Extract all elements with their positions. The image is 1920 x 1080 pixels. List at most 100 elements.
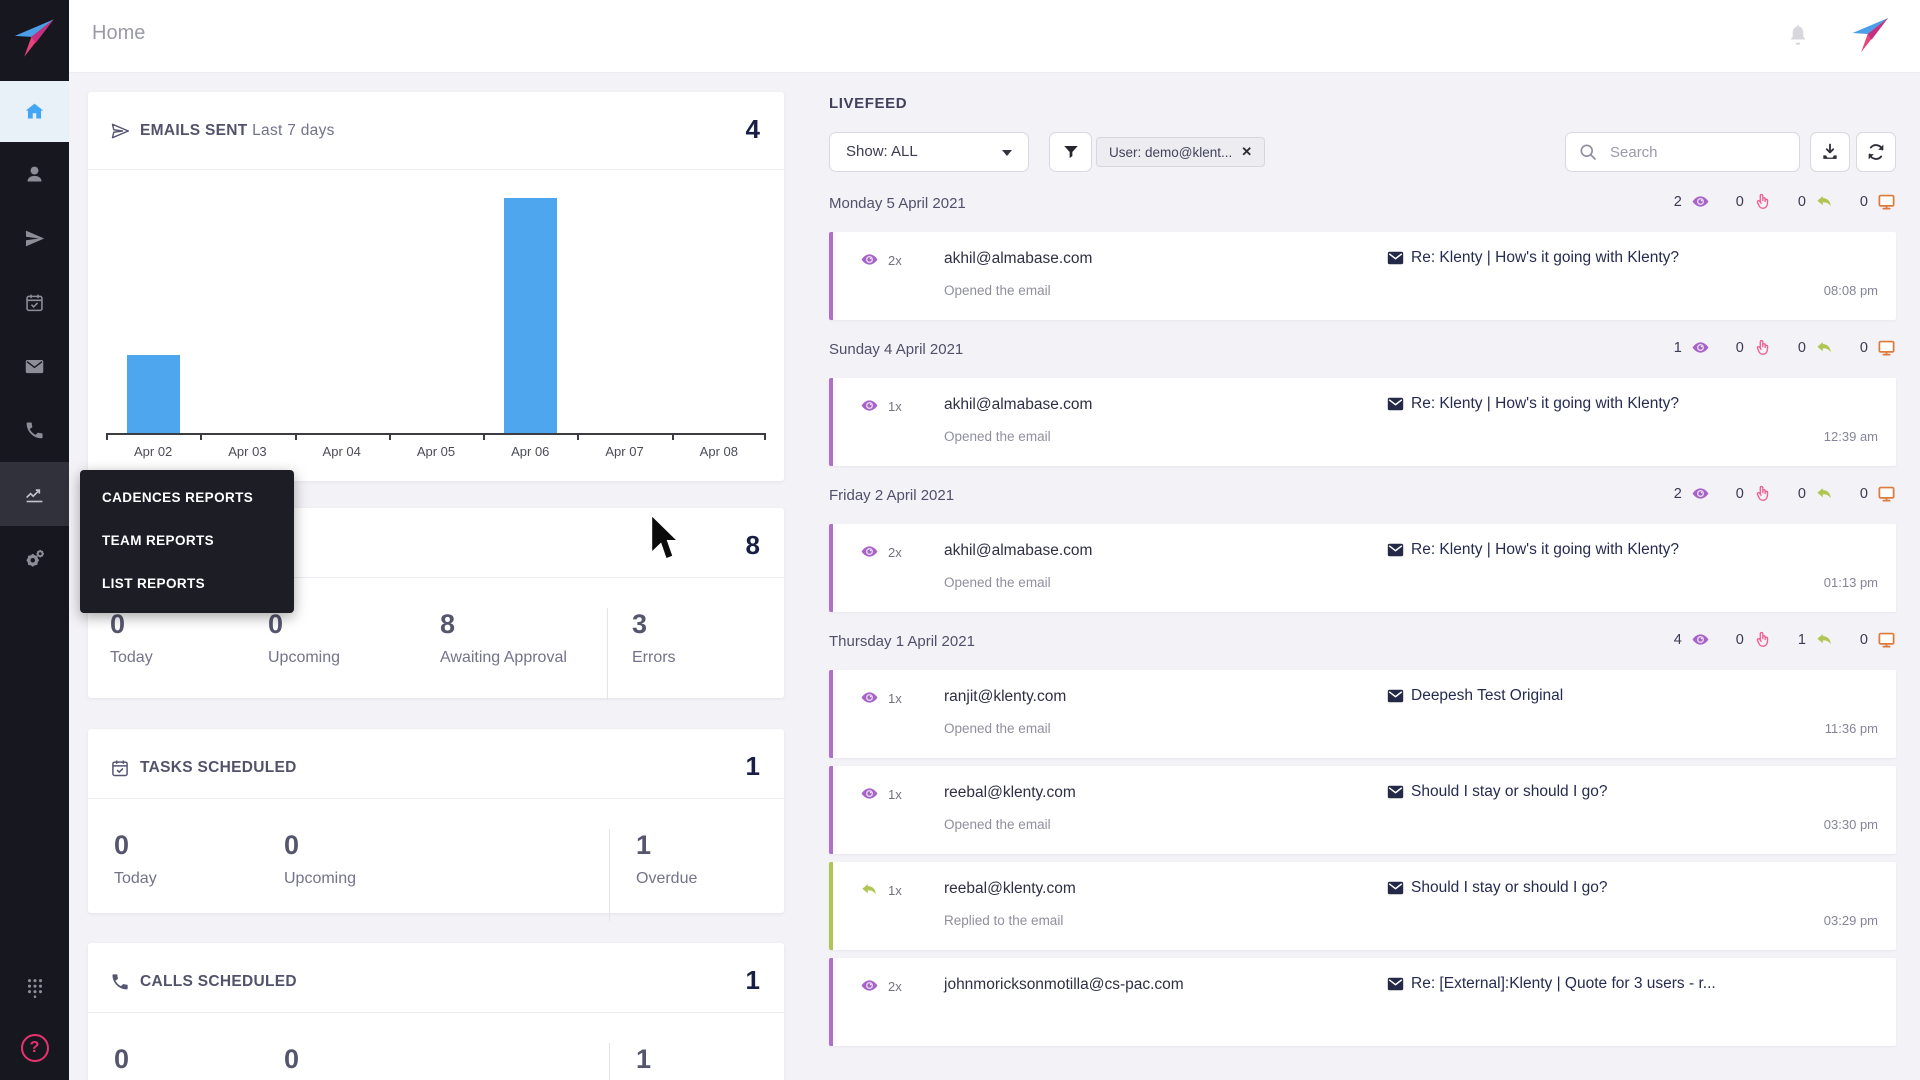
entry-subject[interactable]: Should I stay or should I go? [1387, 879, 1607, 897]
menu-item-cadences-reports[interactable]: CADENCES REPORTS [102, 490, 254, 505]
chart-bars-row [106, 172, 766, 435]
stat-today: 0 Today [88, 608, 268, 700]
chart-axis-labels: Apr 02 Apr 03 Apr 04 Apr 05 Apr 06 Apr 07 Apr … [106, 435, 766, 459]
sidebar-item-cadences[interactable] [0, 206, 69, 270]
sidebar-item-home[interactable] [0, 81, 69, 142]
apps-grid-icon [24, 976, 46, 1000]
entry-subject[interactable]: Re: Klenty | How's it going with Klenty? [1387, 395, 1679, 413]
sidebar-item-tasks[interactable] [0, 270, 69, 334]
sidebar-item-emails[interactable] [0, 334, 69, 398]
entry-email[interactable]: akhil@almabase.com [944, 396, 1093, 413]
feed-date: Friday 2 April 2021 [829, 487, 955, 504]
calendar-check-icon [110, 758, 130, 778]
entry-time: 12:39 am [1823, 429, 1878, 444]
feed-date-row: Monday 5 April 2021 2 0 0 0 [829, 190, 1896, 220]
search-input[interactable] [1565, 132, 1800, 172]
calendar-check-icon [24, 292, 45, 313]
entry-email[interactable]: johnmoricksonmotilla@cs-pac.com [944, 976, 1184, 993]
sidebar-bottom [0, 960, 69, 1080]
entry-email[interactable]: reebal@klenty.com [944, 784, 1076, 801]
eye-icon [860, 976, 879, 995]
apps-grid-button[interactable] [0, 960, 69, 1016]
notifications-button[interactable] [1786, 22, 1810, 48]
visited-count: 0 [1860, 338, 1896, 357]
sidebar-item-calls[interactable] [0, 398, 69, 462]
topbar-klenty-logo[interactable] [1850, 14, 1892, 56]
entry-reply-count: 1x [888, 883, 902, 898]
livefeed-entry[interactable]: 2x akhil@almabase.com Re: Klenty | How's… [829, 232, 1896, 320]
eye-icon [1691, 338, 1710, 357]
livefeed-entry[interactable]: 1x akhil@almabase.com Re: Klenty | How's… [829, 378, 1896, 466]
livefeed-entry[interactable]: 1x reebal@klenty.com Should I stay or sh… [829, 862, 1896, 950]
remove-filter-icon[interactable] [1241, 144, 1252, 160]
replied-count: 0 [1798, 484, 1834, 503]
livefeed-entry[interactable]: 2x johnmoricksonmotilla@cs-pac.com Re: [… [829, 958, 1896, 1046]
eye-icon [1691, 630, 1710, 649]
opened-count: 1 [1674, 338, 1710, 357]
user-filter-chip[interactable]: User: demo@klent... [1096, 137, 1266, 167]
refresh-button[interactable] [1856, 132, 1896, 172]
livefeed-panel: LIVEFEED Show: ALL User: demo@klent... M… [829, 95, 1896, 1080]
cadences-value: 8 [745, 530, 760, 560]
stat-value: 3 [632, 609, 648, 639]
entry-email[interactable]: ranjit@klenty.com [944, 688, 1067, 705]
chevron-down-icon [1002, 150, 1012, 156]
chart-bar [503, 198, 557, 433]
entry-action: Opened the email [944, 575, 1051, 590]
stat-label: Awaiting Approval [440, 649, 567, 666]
calls-value: 1 [745, 965, 760, 995]
feed-date-row: Thursday 1 April 2021 4 0 1 0 [829, 628, 1896, 658]
envelope-icon [1387, 785, 1404, 799]
feed-date-counts: 4 0 1 0 [1674, 630, 1896, 649]
entry-subject[interactable]: Deepesh Test Original [1387, 687, 1563, 705]
question-mark-icon [20, 1034, 49, 1062]
gears-icon [24, 548, 45, 569]
show-filter-dropdown[interactable]: Show: ALL [829, 132, 1029, 172]
user-icon [24, 164, 45, 185]
stat-value: 0 [110, 609, 126, 639]
emails-sent-title: EMAILS SENT Last 7 days [140, 122, 335, 139]
entry-time: 01:13 pm [1823, 575, 1878, 590]
visited-count: 0 [1860, 630, 1896, 649]
entry-action: Opened the email [944, 817, 1051, 832]
reply-arrow-icon [1815, 338, 1834, 357]
opened-count: 2 [1674, 192, 1710, 211]
stat-value: 1 [636, 830, 652, 860]
entry-subject[interactable]: Re: [External]:Klenty | Quote for 3 user… [1387, 975, 1716, 993]
sidebar-item-reports[interactable] [0, 462, 69, 526]
sidebar-item-settings[interactable] [0, 526, 69, 590]
chart-axis-label: Apr 08 [671, 435, 766, 459]
help-button[interactable] [0, 1016, 69, 1080]
entry-subject[interactable]: Re: Klenty | How's it going with Klenty? [1387, 249, 1679, 267]
cadences-stats: 0 Today 0 Upcoming 8 Awaiting Approval 3… [88, 578, 784, 700]
calls-header: CALLS SCHEDULED 1 [88, 943, 784, 1013]
sidebar [0, 0, 69, 1080]
entry-subject[interactable]: Re: Klenty | How's it going with Klenty? [1387, 541, 1679, 559]
envelope-icon [24, 356, 45, 377]
entry-open-count: 1x [888, 787, 902, 802]
livefeed-title: LIVEFEED [829, 95, 908, 112]
stat-awaiting-approval: 8 Awaiting Approval [440, 608, 607, 700]
klenty-logo[interactable] [0, 8, 69, 68]
sidebar-item-prospects[interactable] [0, 142, 69, 206]
tasks-scheduled-card: TASKS SCHEDULED 1 0 Today 0 Upcoming 1 O… [88, 729, 784, 921]
entry-time: 11:36 pm [1824, 721, 1878, 736]
livefeed-entry[interactable]: 1x ranjit@klenty.com Deepesh Test Origin… [829, 670, 1896, 758]
chart-slot [200, 172, 294, 433]
feed-date-counts: 2 0 0 0 [1674, 192, 1896, 211]
livefeed-entry[interactable]: 1x reebal@klenty.com Should I stay or sh… [829, 766, 1896, 854]
entry-email[interactable]: akhil@almabase.com [944, 542, 1093, 559]
entry-open-count: 1x [888, 399, 902, 414]
entry-email[interactable]: akhil@almabase.com [944, 250, 1093, 267]
menu-item-list-reports[interactable]: LIST REPORTS [102, 576, 206, 591]
livefeed-entry[interactable]: 2x akhil@almabase.com Re: Klenty | How's… [829, 524, 1896, 612]
entry-email[interactable]: reebal@klenty.com [944, 880, 1076, 897]
stat-value: 0 [284, 830, 300, 860]
download-button[interactable] [1810, 132, 1850, 172]
entry-subject[interactable]: Should I stay or should I go? [1387, 783, 1607, 801]
envelope-icon [1387, 881, 1404, 895]
filter-button[interactable] [1049, 132, 1092, 172]
menu-item-team-reports[interactable]: TEAM REPORTS [102, 533, 215, 548]
envelope-icon [1387, 977, 1404, 991]
opened-count: 4 [1674, 630, 1710, 649]
